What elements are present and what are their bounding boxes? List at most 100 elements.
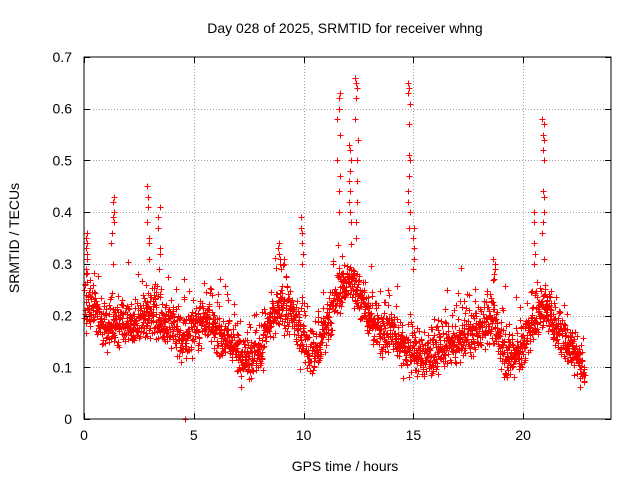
data-point [270, 300, 277, 307]
data-point [337, 132, 344, 139]
data-point [115, 293, 122, 300]
data-point [551, 316, 558, 323]
data-point [87, 285, 94, 292]
data-point [579, 349, 586, 356]
data-point [444, 287, 451, 294]
data-point [376, 341, 383, 348]
data-point [318, 351, 325, 358]
data-point [390, 321, 397, 328]
data-point [156, 266, 163, 273]
data-point [404, 362, 411, 369]
data-point [299, 294, 306, 301]
data-point [438, 318, 445, 325]
data-point [109, 290, 116, 297]
data-point [455, 346, 462, 353]
axis-ticks: 0 5 10 15 20 0 0.1 0.2 0.3 0.4 0.5 0.6 0.7 [53, 49, 611, 443]
data-point [577, 384, 584, 391]
data-point [290, 301, 297, 308]
data-point [276, 240, 283, 247]
data-point [548, 307, 555, 314]
data-point [332, 286, 339, 293]
data-point [392, 330, 399, 337]
data-point [565, 358, 572, 365]
data-point [394, 283, 401, 290]
data-point [336, 188, 343, 195]
data-point [237, 318, 244, 325]
data-point [302, 312, 309, 319]
data-point [94, 313, 101, 320]
data-point [385, 302, 392, 309]
data-point [128, 301, 135, 308]
data-point [362, 313, 369, 320]
data-point [328, 320, 335, 327]
data-point [272, 255, 279, 262]
data-point [402, 356, 409, 363]
data-point [479, 324, 486, 331]
data-point [405, 188, 412, 195]
chart-title: Day 028 of 2025, SRMTID for receiver whn… [207, 20, 482, 36]
data-point [231, 334, 238, 341]
data-point [411, 329, 418, 336]
data-point [201, 280, 208, 287]
data-point [347, 264, 354, 271]
data-point [224, 326, 231, 333]
data-point [339, 299, 346, 306]
data-point [478, 342, 485, 349]
data-point [214, 299, 221, 306]
data-point [421, 373, 428, 380]
data-point [437, 333, 444, 340]
data-point [91, 316, 98, 323]
data-point [140, 312, 147, 319]
data-point [84, 240, 91, 247]
data-point [431, 316, 438, 323]
data-point [540, 219, 547, 226]
data-point [514, 330, 521, 337]
data-point [91, 270, 98, 277]
data-point [564, 326, 571, 333]
data-point [163, 302, 170, 309]
data-point [190, 297, 197, 304]
data-point [276, 321, 283, 328]
data-point [464, 336, 471, 343]
data-point [111, 194, 118, 201]
data-point [348, 241, 355, 248]
data-point [301, 308, 308, 315]
data-point [385, 349, 392, 356]
data-point [191, 338, 198, 345]
data-point [481, 319, 488, 326]
data-point [400, 375, 407, 382]
data-point [106, 302, 113, 309]
y-tick-label: 0.3 [53, 256, 73, 272]
data-point [407, 157, 414, 164]
data-point [382, 325, 389, 332]
data-point [494, 320, 501, 327]
data-point [541, 121, 548, 128]
data-point [111, 209, 118, 216]
data-point [537, 319, 544, 326]
data-point [157, 245, 164, 252]
data-point [278, 266, 285, 273]
data-point [339, 253, 346, 260]
data-point [472, 298, 479, 305]
data-point [310, 330, 317, 337]
data-point [516, 349, 523, 356]
data-point [143, 309, 150, 316]
data-point [509, 341, 516, 348]
data-point [483, 299, 490, 306]
data-point [310, 339, 317, 346]
data-point [253, 311, 260, 318]
data-point [91, 289, 98, 296]
data-point [550, 334, 557, 341]
data-point [399, 322, 406, 329]
data-point [295, 308, 302, 315]
data-point [268, 289, 275, 296]
data-point [510, 342, 517, 349]
data-point [260, 344, 267, 351]
data-point [301, 300, 308, 307]
data-point [433, 366, 440, 373]
data-point [547, 294, 554, 301]
data-point [367, 311, 374, 318]
data-point [407, 101, 414, 108]
data-point [540, 188, 547, 195]
